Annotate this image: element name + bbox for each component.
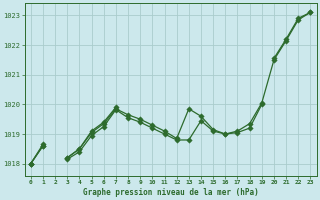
X-axis label: Graphe pression niveau de la mer (hPa): Graphe pression niveau de la mer (hPa) [83,188,259,197]
